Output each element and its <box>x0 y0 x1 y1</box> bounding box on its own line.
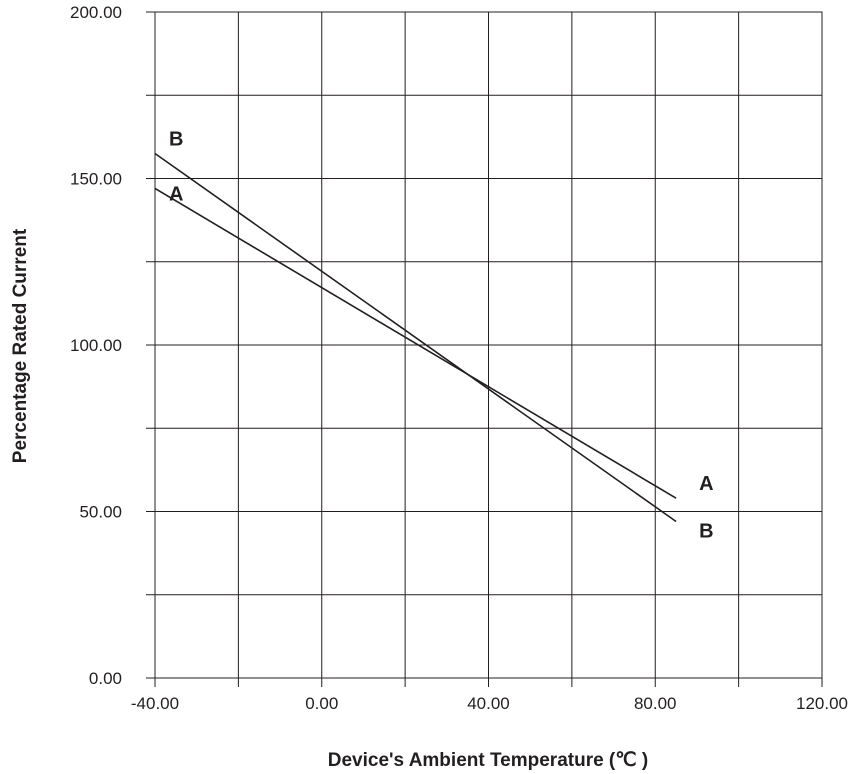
x-tick-label: 0.00 <box>305 694 338 713</box>
series-line-a <box>154 187 677 499</box>
x-axis-title: Device's Ambient Temperature (℃ ) <box>328 750 648 771</box>
plot-frame <box>154 11 823 679</box>
y-axis-title: Percentage Rated Current <box>10 228 31 463</box>
y-tick-label: 50.00 <box>79 503 122 522</box>
series-layer: A A B B <box>154 129 714 542</box>
x-tick-label: -40.00 <box>131 694 179 713</box>
series-start-label-b: B <box>169 129 183 151</box>
y-tick-label: 150.00 <box>70 170 122 189</box>
y-axis-ticks: 0.00 50.00 100.00 150.00 200.00 <box>70 3 122 688</box>
y-tick-label: 0.00 <box>89 669 122 688</box>
series-start-label-a: A <box>169 183 183 205</box>
series-end-label-b: B <box>699 520 713 542</box>
x-tick-label: 80.00 <box>634 694 677 713</box>
y-tick-label: 100.00 <box>70 336 122 355</box>
x-tick-label: 40.00 <box>467 694 510 713</box>
plot-grid <box>146 11 823 687</box>
series-end-label-a: A <box>699 473 713 495</box>
y-tick-label: 200.00 <box>70 3 122 22</box>
x-axis-ticks: -40.00 0.00 40.00 80.00 120.00 <box>131 694 848 713</box>
series-line-b <box>154 152 677 523</box>
x-tick-label: 120.00 <box>796 694 848 713</box>
